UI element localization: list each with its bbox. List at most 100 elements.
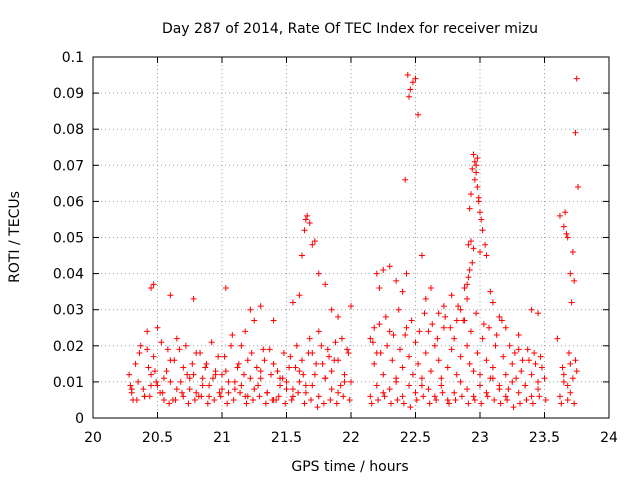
data-point: [230, 396, 237, 403]
data-point: [477, 371, 483, 378]
data-points: [126, 72, 582, 411]
data-point: [491, 396, 498, 403]
data-point: [136, 350, 143, 357]
data-point: [328, 368, 335, 375]
data-point: [465, 274, 472, 281]
data-point: [326, 353, 333, 360]
data-point: [465, 400, 472, 407]
data-point: [308, 396, 315, 403]
data-point: [166, 400, 173, 407]
data-point: [199, 375, 206, 382]
data-point: [560, 223, 567, 230]
data-point: [562, 209, 569, 216]
data-point: [427, 285, 434, 292]
data-point: [249, 396, 256, 403]
data-point: [444, 396, 451, 403]
data-point: [247, 375, 254, 382]
data-point: [412, 75, 419, 82]
data-point: [416, 328, 423, 335]
data-point: [228, 342, 235, 349]
data-point: [144, 328, 151, 335]
data-point: [322, 375, 329, 382]
data-point: [184, 371, 191, 378]
data-point: [204, 400, 211, 407]
data-point: [314, 404, 321, 411]
data-point: [390, 331, 397, 338]
data-point: [558, 400, 565, 407]
data-point: [402, 176, 409, 183]
data-point: [289, 299, 296, 306]
data-point: [315, 393, 322, 400]
data-point: [333, 400, 340, 407]
data-point: [500, 353, 507, 360]
data-point: [538, 364, 545, 371]
data-point: [523, 396, 530, 403]
data-point: [367, 335, 374, 342]
data-point: [473, 162, 480, 169]
data-point: [298, 252, 305, 259]
data-point: [438, 375, 445, 382]
data-point: [140, 386, 147, 393]
x-tick-label: 22.5: [400, 430, 431, 446]
data-point: [172, 396, 179, 403]
data-point: [376, 285, 383, 292]
data-point: [474, 350, 481, 357]
data-point: [393, 378, 400, 385]
data-point: [176, 346, 183, 353]
data-point: [244, 357, 251, 364]
data-point: [180, 393, 187, 400]
data-point: [429, 321, 436, 328]
data-point: [255, 382, 262, 389]
data-point: [542, 396, 549, 403]
data-point: [564, 382, 571, 389]
data-point: [568, 299, 575, 306]
data-point: [535, 310, 542, 317]
data-point: [337, 382, 344, 389]
data-point: [418, 382, 425, 389]
data-point: [380, 371, 387, 378]
data-point: [471, 158, 478, 165]
data-point: [515, 346, 522, 353]
data-point: [492, 342, 499, 349]
data-point: [257, 368, 264, 375]
data-point: [515, 331, 522, 338]
data-point: [529, 400, 536, 407]
data-point: [575, 183, 582, 190]
data-point: [567, 389, 574, 396]
data-point: [301, 227, 308, 234]
data-point: [554, 335, 561, 342]
data-point: [464, 386, 471, 393]
data-point: [260, 346, 267, 353]
data-point: [572, 357, 579, 364]
data-point: [479, 335, 486, 342]
data-point: [470, 245, 477, 252]
data-point: [231, 386, 238, 393]
data-point: [127, 382, 134, 389]
data-point: [573, 75, 580, 82]
y-tick-label: 0.06: [53, 194, 84, 210]
data-point: [222, 285, 229, 292]
data-point: [510, 404, 517, 411]
chart-title: Day 287 of 2014, Rate Of TEC Index for r…: [162, 21, 538, 37]
data-point: [216, 389, 223, 396]
data-point: [408, 317, 415, 324]
x-tick-label: 20: [84, 430, 102, 446]
data-point: [444, 364, 451, 371]
data-point: [382, 313, 389, 320]
data-point: [425, 386, 432, 393]
data-point: [371, 324, 378, 331]
data-point: [302, 216, 309, 223]
data-point: [344, 346, 351, 353]
data-point: [477, 209, 483, 216]
data-point: [257, 303, 264, 310]
data-point: [237, 389, 244, 396]
data-point: [453, 317, 460, 324]
data-point: [375, 396, 382, 403]
data-point: [298, 357, 305, 364]
y-tick-label: 0: [75, 411, 84, 427]
data-point: [422, 350, 429, 357]
data-point: [438, 382, 445, 389]
data-point: [132, 360, 139, 367]
data-point: [296, 292, 303, 299]
